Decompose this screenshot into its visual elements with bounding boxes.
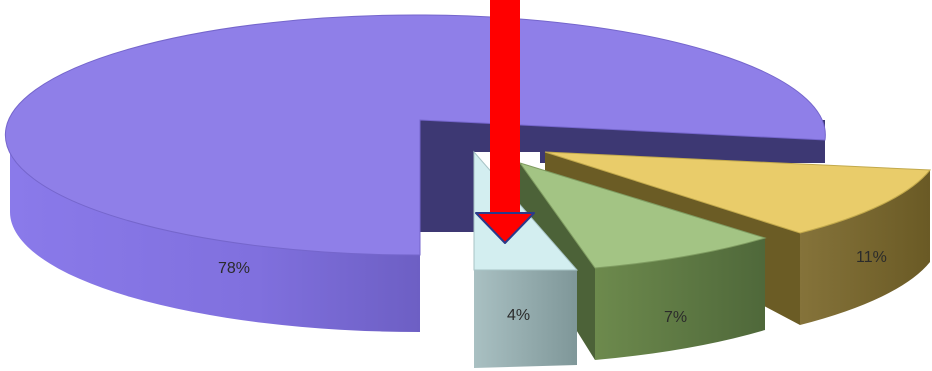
arrow-head — [475, 212, 535, 244]
slice-7-top — [518, 162, 767, 269]
slice-4-side — [474, 270, 577, 368]
slice-11-side — [800, 170, 930, 325]
slice-78 — [4, 14, 826, 332]
slice-7-side — [595, 238, 765, 360]
slice-78-inner-wall — [420, 120, 825, 232]
label-7: 7% — [664, 309, 687, 326]
label-11: 11% — [856, 249, 887, 266]
arrow-shaft — [490, 0, 520, 220]
slice-78-side — [10, 135, 420, 332]
slice-78-top — [4, 14, 826, 256]
label-4: 4% — [507, 307, 530, 324]
slice-11-top — [544, 151, 932, 234]
label-78: 78% — [218, 260, 250, 277]
red-arrow-annotation — [475, 0, 535, 244]
